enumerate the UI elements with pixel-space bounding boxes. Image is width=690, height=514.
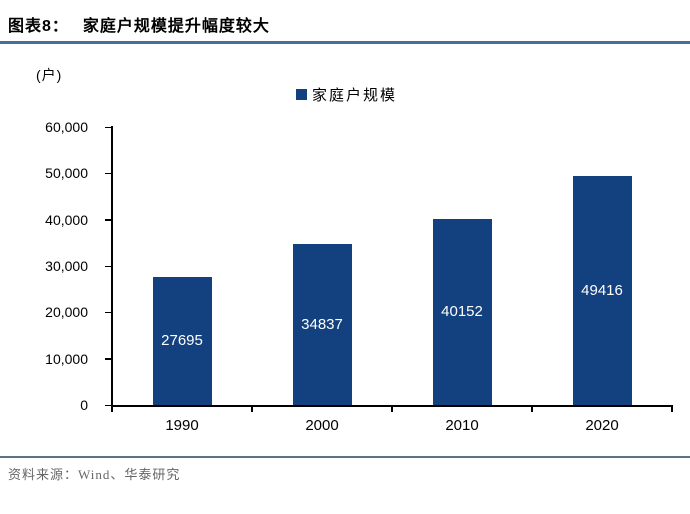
y-tick-mark xyxy=(105,126,111,128)
x-tick-mark xyxy=(391,406,393,412)
y-tick-label: 40,000 xyxy=(45,211,88,228)
legend-label: 家庭户规模 xyxy=(312,87,398,104)
y-tick-label: 60,000 xyxy=(45,119,88,135)
x-tick-mark xyxy=(531,406,533,412)
chart-title: 图表8： 家庭户规模提升幅度较大 xyxy=(8,12,270,36)
y-tick-mark xyxy=(105,311,111,314)
bar: 27695 xyxy=(152,276,212,405)
source-note: 资料来源：Wind、华泰研究 xyxy=(8,467,181,482)
x-tick-mark xyxy=(111,406,113,412)
title-divider xyxy=(0,41,690,44)
y-tick-label: 0 xyxy=(80,397,88,413)
chart-number-label: 图表8： xyxy=(8,18,69,35)
y-tick-label: 30,000 xyxy=(45,258,88,274)
bar-data-label: 34837 xyxy=(301,315,343,333)
bar-data-label: 40152 xyxy=(441,303,483,321)
x-category-label: 2020 xyxy=(585,417,619,434)
bar: 49416 xyxy=(572,176,632,405)
footer-divider xyxy=(0,456,690,458)
x-tick-mark xyxy=(671,406,673,412)
y-tick-mark xyxy=(105,265,111,267)
x-tick-mark xyxy=(251,406,253,412)
y-tick-label: 50,000 xyxy=(45,165,88,182)
x-category-label: 2010 xyxy=(445,417,479,434)
x-category-label: 1990 xyxy=(165,417,199,434)
y-tick-mark xyxy=(105,358,111,360)
bar: 40152 xyxy=(432,218,492,405)
y-tick-label: 20,000 xyxy=(45,304,88,321)
y-tick-label: 10,000 xyxy=(45,350,88,367)
y-tick-mark xyxy=(105,172,111,175)
y-tick-mark xyxy=(105,404,111,406)
bar-data-label: 49416 xyxy=(581,282,623,299)
bar: 34837 xyxy=(292,243,352,405)
legend-swatch xyxy=(296,89,307,100)
chart-title-text: 家庭户规模提升幅度较大 xyxy=(82,18,270,35)
y-tick-mark xyxy=(105,219,111,221)
bar-data-label: 27695 xyxy=(161,332,203,350)
y-axis-unit-label: (户) xyxy=(36,67,63,83)
y-axis-line xyxy=(111,126,113,406)
legend: 家庭户规模 xyxy=(296,84,397,105)
x-category-label: 2000 xyxy=(305,417,339,434)
